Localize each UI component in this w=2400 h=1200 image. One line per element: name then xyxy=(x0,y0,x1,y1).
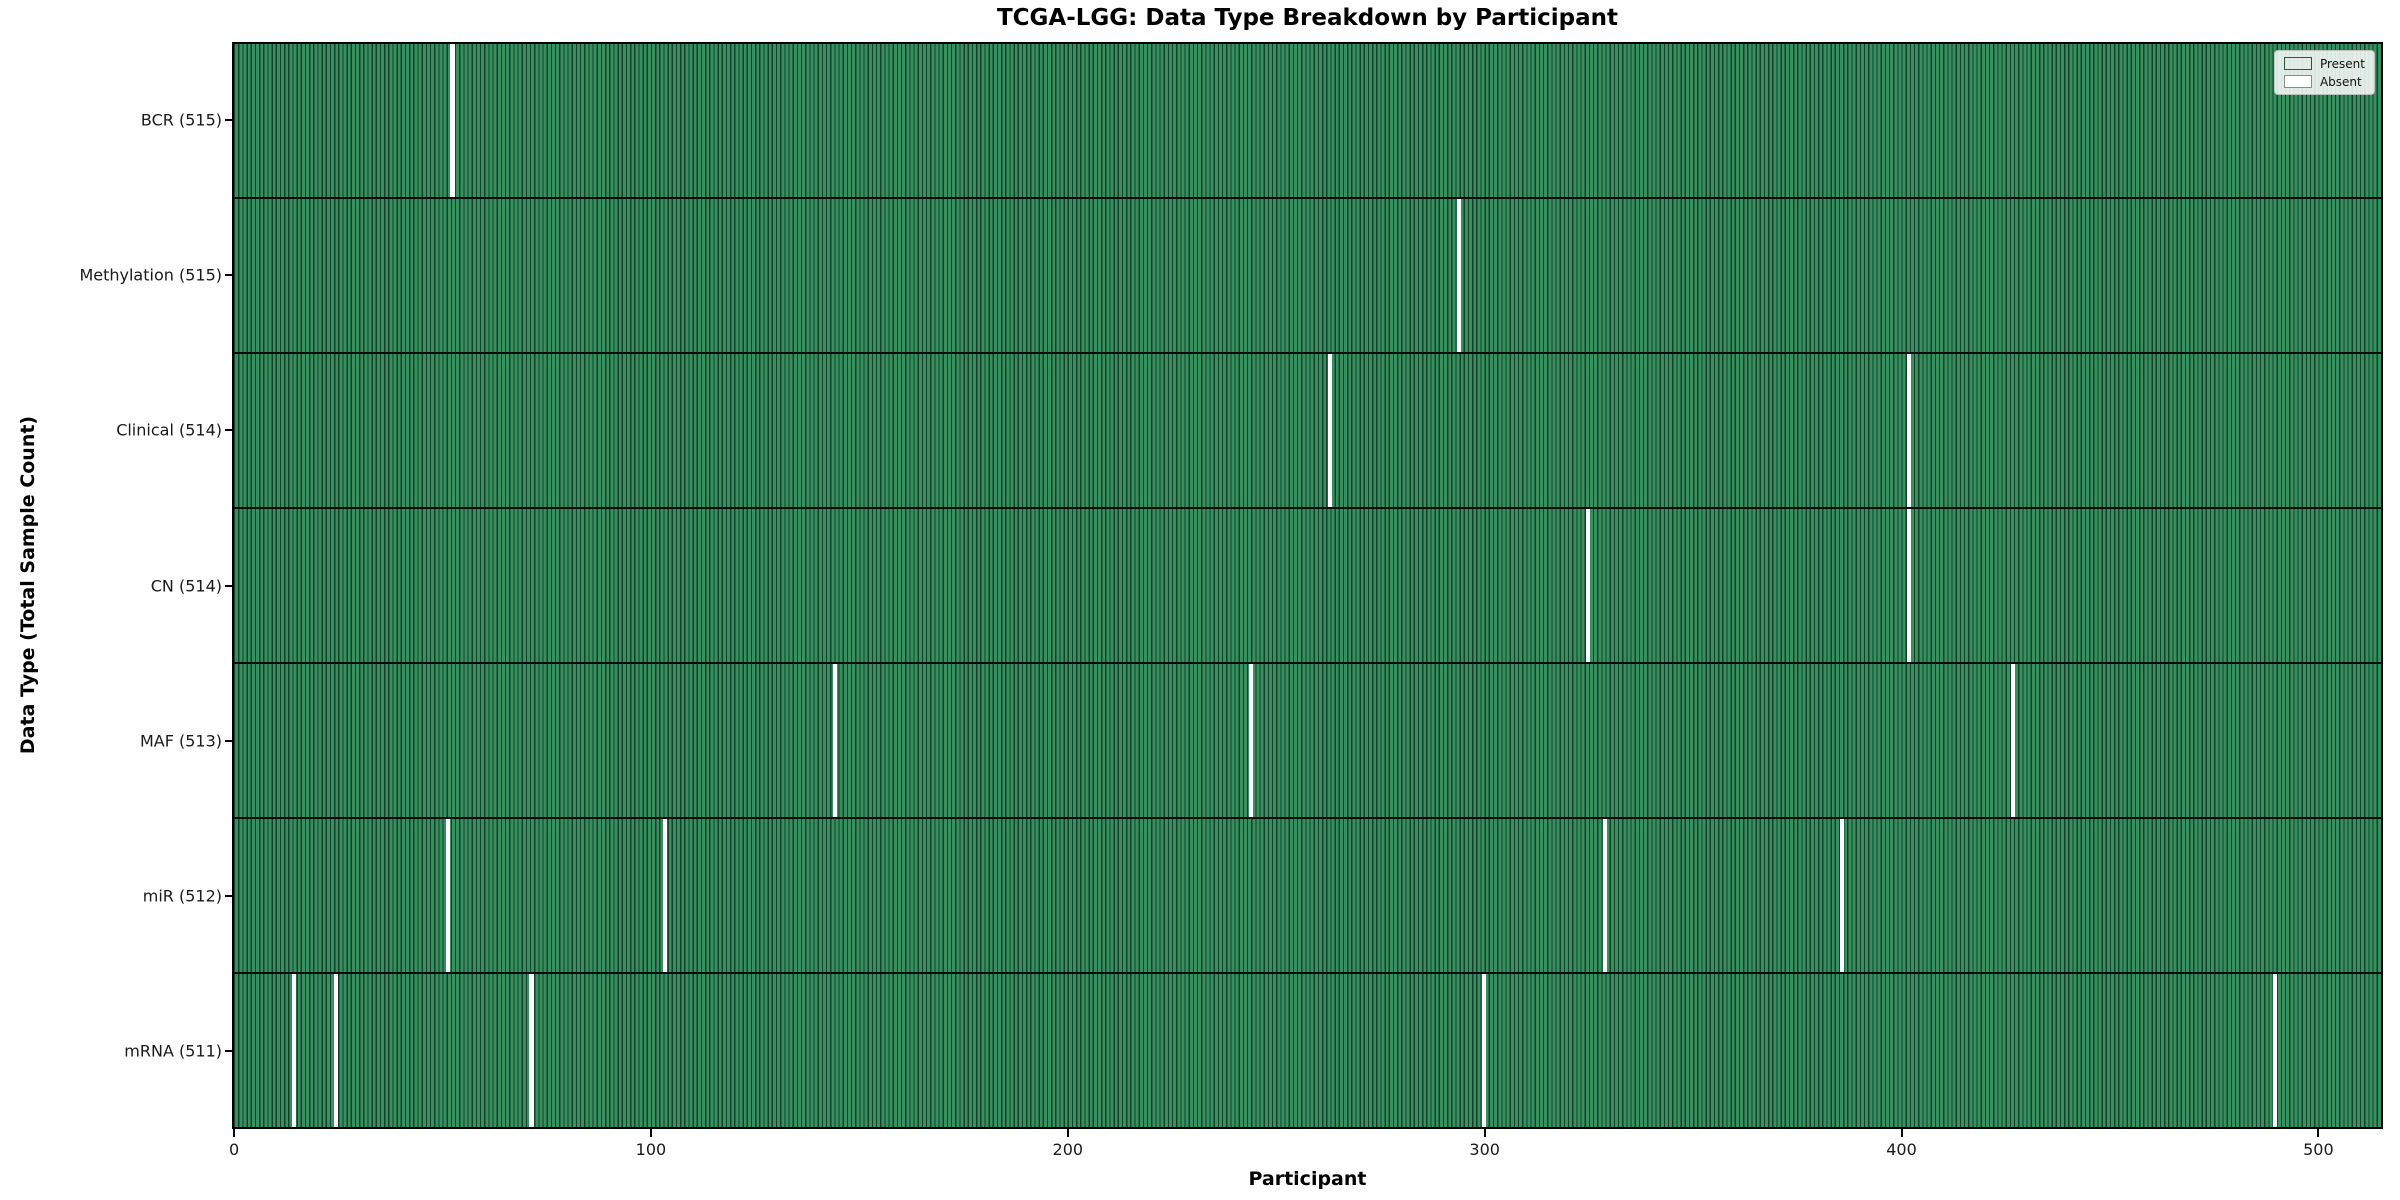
absent-gap-cn-402 xyxy=(1906,509,1911,662)
absent-gap-mir-386 xyxy=(1840,819,1845,972)
xtick-mark xyxy=(233,1129,236,1137)
row-maf xyxy=(234,664,2381,819)
absent-gap-mrna-490 xyxy=(2272,974,2277,1127)
ytick-label-methylation: Methylation (515) xyxy=(79,265,222,285)
x-axis-tick-labels: 0 100 200 300 400 500 xyxy=(228,1140,2383,1160)
absent-gap-bcr-52 xyxy=(450,44,455,197)
ytick-mark xyxy=(225,1050,232,1053)
xtick-mark xyxy=(2317,1129,2320,1137)
row-methylation xyxy=(234,199,2381,354)
absent-gap-maf-244 xyxy=(1249,664,1254,817)
absent-gap-mir-329 xyxy=(1602,819,1608,972)
xtick-mark xyxy=(1900,1129,1903,1137)
xtick-label-0: 0 xyxy=(228,1140,240,1159)
legend-absent-swatch xyxy=(2283,75,2312,88)
absent-gap-methylation-294 xyxy=(1457,199,1462,352)
xtick-mark xyxy=(1066,1129,1069,1137)
ytick-mark xyxy=(225,584,232,587)
legend-item-absent: Absent xyxy=(2283,74,2365,89)
legend-item-present: Present xyxy=(2283,56,2365,71)
ytick-mark xyxy=(225,739,232,742)
ytick-mark xyxy=(225,429,232,432)
legend-present-swatch xyxy=(2283,57,2312,70)
xtick-mark xyxy=(1483,1129,1486,1137)
legend: Present Absent xyxy=(2273,50,2375,95)
xtick-label-200: 200 xyxy=(1052,1140,1084,1159)
legend-present-label: Present xyxy=(2319,56,2365,71)
absent-gap-mrna-71 xyxy=(529,974,534,1127)
ytick-label-clinical: Clinical (514) xyxy=(116,420,222,440)
y-axis-tick-labels: BCR (515) Methylation (515) Clinical (514)… xyxy=(0,42,222,1129)
ytick-mark xyxy=(225,118,232,121)
row-cn xyxy=(234,509,2381,664)
x-axis-label: Participant xyxy=(1248,1168,1367,1190)
ytick-label-cn: CN (514) xyxy=(150,576,222,595)
ytick-label-mir: miR (512) xyxy=(142,886,222,906)
plot-area: Present Absent xyxy=(232,42,2383,1129)
absent-gap-mir-103 xyxy=(662,819,667,972)
row-mrna xyxy=(234,974,2381,1127)
ytick-label-bcr: BCR (515) xyxy=(140,110,222,130)
xtick-label-300: 300 xyxy=(1469,1140,1500,1159)
legend-absent-label: Absent xyxy=(2319,74,2362,89)
y-axis-tick-marks xyxy=(225,42,232,1129)
xtick-mark xyxy=(649,1129,652,1137)
absent-gap-maf-427 xyxy=(2010,664,2015,817)
row-bcr xyxy=(234,44,2381,199)
xtick-label-500: 500 xyxy=(2303,1140,2334,1159)
heatmap-rows xyxy=(234,44,2381,1127)
absent-gap-cn-325 xyxy=(1586,509,1591,662)
chart-title: TCGA-LGG: Data Type Breakdown by Partici… xyxy=(996,5,1619,31)
absent-gap-clinical-263 xyxy=(1328,354,1333,507)
absent-gap-mrna-24 xyxy=(333,974,339,1127)
ytick-label-mrna: mRNA (511) xyxy=(124,1041,222,1061)
ytick-mark xyxy=(225,273,232,276)
xtick-label-400: 400 xyxy=(1886,1140,1917,1159)
x-axis-tick-marks xyxy=(232,1129,2383,1137)
absent-gap-mir-51 xyxy=(446,819,451,972)
absent-gap-clinical-402 xyxy=(1906,354,1911,507)
ytick-label-maf: MAF (513) xyxy=(139,731,222,751)
row-clinical xyxy=(234,354,2381,509)
absent-gap-mrna-14 xyxy=(292,974,297,1127)
row-mir xyxy=(234,819,2381,974)
ytick-mark xyxy=(225,895,232,898)
xtick-label-100: 100 xyxy=(635,1140,667,1159)
absent-gap-mrna-300 xyxy=(1482,974,1487,1127)
absent-gap-maf-144 xyxy=(833,664,838,817)
